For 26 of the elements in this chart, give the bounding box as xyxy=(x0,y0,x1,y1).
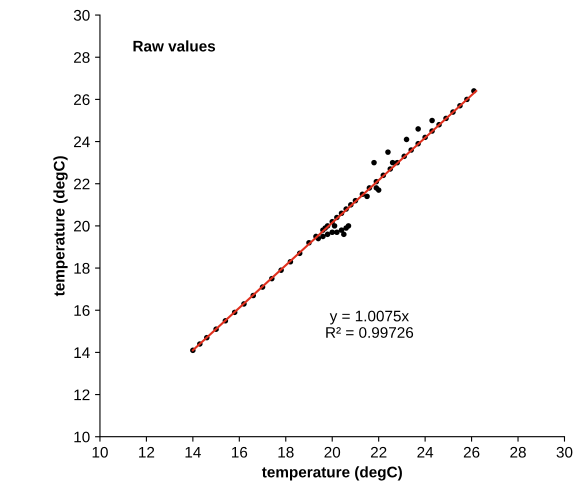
x-tick-label: 22 xyxy=(370,446,386,458)
x-tick-label: 10 xyxy=(92,446,108,458)
y-tick-label: 16 xyxy=(74,305,90,316)
x-tick-label: 14 xyxy=(186,447,201,458)
x-tick-label: 20 xyxy=(324,446,340,458)
y-tick-label: 30 xyxy=(74,10,90,21)
x-tick-label: 16 xyxy=(232,446,248,458)
x-tick-label: 30 xyxy=(556,446,572,458)
y-tick-label: 18 xyxy=(74,262,90,274)
x-tick-label: 24 xyxy=(417,446,434,458)
y-axis-title: temperature (degC) xyxy=(53,156,68,296)
x-tick-label: 12 xyxy=(139,446,154,458)
y-tick-label: 28 xyxy=(74,52,90,63)
y-tick-label: 14 xyxy=(74,347,90,358)
y-tick-label: 22 xyxy=(74,178,90,190)
x-tick-label: 18 xyxy=(278,446,294,458)
annotation: Raw values xyxy=(134,40,216,52)
x-tick-label: 26 xyxy=(464,446,480,458)
y-tick-label: 26 xyxy=(74,94,90,106)
y-tick-label: 10 xyxy=(74,432,90,442)
y-tick-label: 24 xyxy=(74,136,90,148)
y-tick-label: 12 xyxy=(74,389,90,400)
x-tick-label: 28 xyxy=(510,446,526,458)
annotation: y = 1.0075x R² = 0.99726 xyxy=(326,310,414,338)
y-tick-label: 20 xyxy=(74,220,90,232)
x-axis-title: temperature (degC) xyxy=(262,466,402,481)
